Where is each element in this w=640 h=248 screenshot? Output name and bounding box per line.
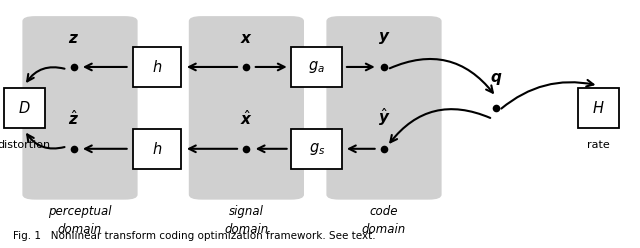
Text: Fig. 1   Nonlinear transform coding optimization framework. See text.: Fig. 1 Nonlinear transform coding optimi…	[13, 231, 376, 241]
Bar	[3, 88, 45, 128]
Text: $\boldsymbol{x}$: $\boldsymbol{x}$	[240, 31, 253, 46]
Text: signal
domain: signal domain	[224, 205, 269, 236]
Text: perceptual
domain: perceptual domain	[48, 205, 112, 236]
Bar	[578, 88, 620, 128]
Text: $g_a$: $g_a$	[308, 59, 325, 75]
Text: $D$: $D$	[18, 100, 31, 116]
Text: $\hat{\boldsymbol{x}}$: $\hat{\boldsymbol{x}}$	[240, 109, 253, 128]
Text: rate: rate	[587, 140, 610, 150]
Text: $\boldsymbol{y}$: $\boldsymbol{y}$	[378, 30, 390, 46]
FancyBboxPatch shape	[326, 16, 442, 200]
Text: code
domain: code domain	[362, 205, 406, 236]
FancyBboxPatch shape	[22, 16, 138, 200]
Bar	[291, 129, 342, 169]
Text: $H$: $H$	[592, 100, 605, 116]
Text: $\hat{\boldsymbol{y}}$: $\hat{\boldsymbol{y}}$	[378, 106, 390, 128]
FancyBboxPatch shape	[189, 16, 304, 200]
Text: $h$: $h$	[152, 59, 162, 75]
Text: $h$: $h$	[152, 141, 162, 157]
Text: $\boldsymbol{z}$: $\boldsymbol{z}$	[68, 31, 79, 46]
Text: $g_s$: $g_s$	[308, 141, 325, 157]
Bar	[133, 129, 180, 169]
Text: $\boldsymbol{q}$: $\boldsymbol{q}$	[490, 71, 502, 87]
Bar	[133, 47, 180, 87]
Bar	[291, 47, 342, 87]
Text: distortion: distortion	[0, 140, 51, 150]
Text: $\hat{\boldsymbol{z}}$: $\hat{\boldsymbol{z}}$	[68, 109, 79, 128]
